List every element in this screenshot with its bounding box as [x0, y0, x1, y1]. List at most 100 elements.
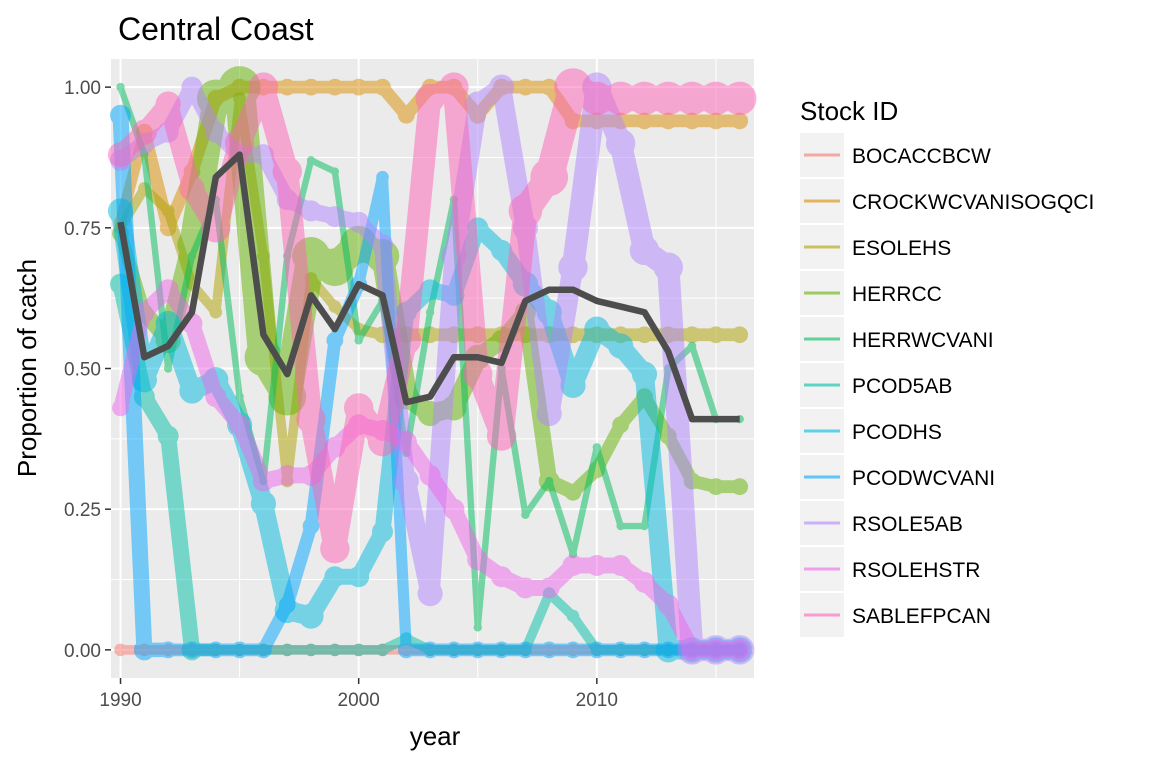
series-point — [558, 252, 588, 282]
legend-item-esolehs: ESOLEHS — [800, 225, 951, 269]
series-point — [491, 566, 513, 588]
series-point — [187, 251, 197, 261]
series-point — [376, 643, 389, 657]
series-point — [131, 119, 157, 145]
series-point — [276, 464, 298, 486]
series-point — [564, 641, 582, 659]
series-point — [610, 554, 632, 576]
series-point — [629, 235, 660, 266]
legend-item-rsolehstr: RSOLEHSTR — [800, 547, 980, 591]
series-point — [255, 641, 272, 659]
series-point — [707, 478, 725, 496]
series-point — [252, 470, 274, 492]
y-tick-label: 1.00 — [64, 78, 101, 99]
legend-item-herrcc: HERRCC — [800, 271, 942, 315]
series-point — [304, 643, 318, 657]
series-point — [181, 76, 203, 98]
x-axis: 1990 2000 2010 — [99, 678, 618, 711]
series-point — [544, 476, 554, 486]
series-point — [179, 175, 205, 202]
legend-label: HERRCC — [852, 283, 942, 306]
series-point — [280, 643, 294, 657]
series-point — [161, 204, 175, 218]
series-point — [133, 639, 155, 661]
series-point — [425, 308, 435, 317]
series-point — [540, 78, 558, 96]
series-point — [376, 170, 389, 184]
series-segment — [520, 588, 554, 655]
series-segment — [183, 315, 224, 405]
series-point — [229, 414, 251, 436]
legend-label: HERRWCVANI — [852, 329, 994, 352]
series-point — [393, 468, 419, 494]
legend-item-bocaccbcw: BOCACCBCW — [800, 133, 991, 177]
series-point — [324, 566, 346, 588]
series-point — [330, 167, 340, 176]
legend-item-sablefpcan: SABLEFPCAN — [800, 593, 991, 637]
series-point — [616, 521, 625, 531]
series-point — [659, 641, 677, 659]
series-segment — [569, 444, 601, 558]
series-point — [592, 443, 602, 452]
series-point — [367, 426, 398, 457]
series-point — [588, 641, 606, 659]
series-point — [586, 554, 608, 576]
series-point — [473, 623, 482, 632]
legend-item-pcodwcvani: PCODWCVANI — [800, 455, 995, 499]
series-segment — [276, 160, 323, 431]
series-layer — [107, 66, 757, 665]
series-point — [116, 82, 125, 92]
series-point — [486, 421, 517, 451]
series-point — [374, 78, 391, 96]
series-point — [467, 549, 489, 571]
series-point — [354, 336, 363, 345]
series-point — [603, 81, 638, 116]
series-point — [397, 641, 415, 659]
series-point — [415, 83, 445, 114]
x-tick-label: 1990 — [99, 690, 141, 711]
series-point — [675, 81, 709, 116]
legend-label: SABLEFPCAN — [852, 605, 991, 628]
series-segment — [517, 304, 558, 490]
series-point — [705, 639, 727, 661]
series-point — [612, 416, 630, 434]
series-segment — [355, 297, 386, 344]
series-segment — [280, 519, 318, 612]
series-point — [306, 156, 316, 165]
series-point — [183, 641, 201, 659]
series-point — [300, 200, 322, 222]
series-segment — [158, 94, 202, 199]
series-point — [707, 326, 725, 344]
series-point — [395, 431, 417, 453]
legend-label: RSOLEHSTR — [852, 559, 980, 582]
legend-label: PCODHS — [852, 421, 942, 444]
series-point — [107, 142, 134, 168]
series-point — [326, 331, 344, 349]
legend-item-herrwcvani: HERRWCVANI — [800, 317, 994, 361]
series-point — [328, 300, 342, 313]
y-axis-title: Proportion of catch — [12, 259, 42, 477]
series-point — [493, 641, 510, 659]
series-segment — [395, 87, 442, 352]
aggregate-line — [117, 151, 740, 423]
series-segment — [657, 256, 704, 662]
series-point — [580, 81, 614, 116]
series-point — [681, 639, 703, 661]
series-point — [391, 325, 422, 356]
series-point — [112, 399, 129, 417]
series-point — [683, 326, 701, 344]
series-point — [268, 377, 307, 416]
series-point — [465, 91, 491, 117]
series-point — [722, 81, 757, 116]
series-point — [417, 580, 443, 607]
series-point — [469, 641, 487, 659]
series-point — [235, 392, 244, 401]
series-point — [250, 490, 277, 517]
series-point — [653, 252, 683, 282]
series-point — [298, 603, 324, 629]
series-point — [296, 404, 326, 434]
series-point — [352, 643, 365, 657]
series-point — [445, 641, 463, 659]
series-point — [631, 361, 658, 387]
